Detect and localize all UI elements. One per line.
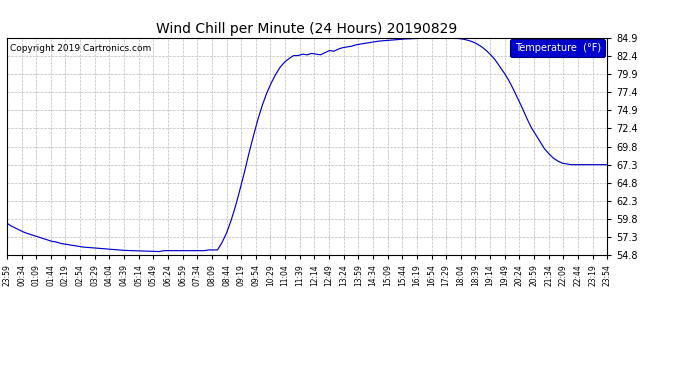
Title: Wind Chill per Minute (24 Hours) 20190829: Wind Chill per Minute (24 Hours) 2019082… — [157, 22, 457, 36]
Text: Copyright 2019 Cartronics.com: Copyright 2019 Cartronics.com — [10, 44, 151, 53]
Legend: Temperature  (°F): Temperature (°F) — [511, 39, 605, 57]
